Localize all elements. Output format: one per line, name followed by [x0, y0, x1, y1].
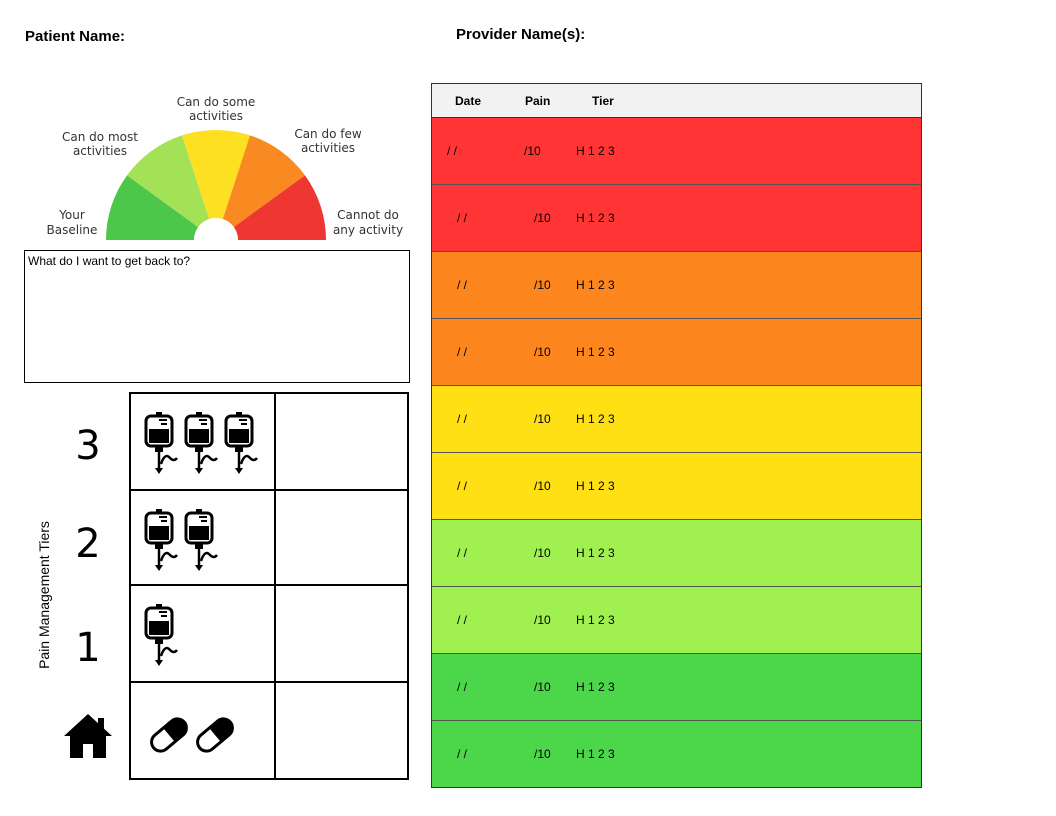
- tier-1-icon-cell: [129, 584, 276, 683]
- home-tier-entry-cell[interactable]: [274, 681, 409, 780]
- home-tier-icon-cell: [129, 681, 276, 780]
- gauge-label-few-1: Can do few: [294, 127, 362, 141]
- row-tier[interactable]: H 1 2 3: [576, 613, 615, 627]
- table-row[interactable]: / / /10 H 1 2 3: [432, 386, 921, 453]
- row-tier[interactable]: H 1 2 3: [576, 144, 615, 158]
- table-row[interactable]: / / /10 H 1 2 3: [432, 118, 921, 185]
- table-row[interactable]: / / /10 H 1 2 3: [432, 654, 921, 721]
- goal-textbox[interactable]: What do I want to get back to?: [24, 250, 410, 383]
- iv-bag-icon: [146, 509, 177, 571]
- row-tier[interactable]: H 1 2 3: [576, 546, 615, 560]
- tier-2-number: 2: [75, 521, 101, 567]
- gauge-label-none-1: Cannot do: [337, 208, 399, 222]
- provider-name-label: Provider Name(s):: [456, 26, 586, 43]
- row-date[interactable]: / /: [457, 747, 468, 761]
- iv-bag-icon: [146, 412, 177, 474]
- iv-bag-icon: [146, 604, 177, 666]
- table-row[interactable]: / / /10 H 1 2 3: [432, 721, 921, 787]
- tier-2-iv-icons: [143, 509, 233, 575]
- gauge-label-none-2: any activity: [333, 223, 403, 237]
- tier-1-entry-cell[interactable]: [274, 584, 409, 683]
- gauge-center: [194, 218, 238, 248]
- tier-1-iv-icons: [143, 604, 193, 670]
- row-pain[interactable]: /10: [534, 747, 551, 761]
- activity-gauge: Your Baseline Can do most activities Can d…: [47, 95, 403, 248]
- gauge-label-few-2: activities: [301, 141, 355, 155]
- table-row[interactable]: / / /10 H 1 2 3: [432, 587, 921, 654]
- tier-3-number: 3: [75, 423, 101, 469]
- tier-3-entry-cell[interactable]: [274, 392, 409, 491]
- gauge-label-some-2: activities: [189, 109, 243, 123]
- row-tier[interactable]: H 1 2 3: [576, 747, 615, 761]
- table-row[interactable]: / / /10 H 1 2 3: [432, 252, 921, 319]
- tier-1-number: 1: [75, 625, 101, 671]
- row-pain[interactable]: /10: [534, 546, 551, 560]
- table-row[interactable]: / / /10 H 1 2 3: [432, 453, 921, 520]
- tier-2-icon-cell: [129, 489, 276, 586]
- table-row[interactable]: / / /10 H 1 2 3: [432, 185, 921, 252]
- goal-prompt: What do I want to get back to?: [28, 254, 191, 268]
- home-tier-pill-icons: [150, 717, 234, 753]
- gauge-label-most-2: activities: [73, 144, 127, 158]
- row-date[interactable]: / /: [457, 412, 468, 426]
- home-icon: [64, 714, 112, 758]
- table-row[interactable]: / / /10 H 1 2 3: [432, 520, 921, 587]
- row-pain[interactable]: /10: [534, 613, 551, 627]
- iv-bag-icon: [186, 509, 217, 571]
- tier-3-icon-cell: [129, 392, 276, 491]
- row-date[interactable]: / /: [457, 345, 468, 359]
- row-pain[interactable]: /10: [534, 278, 551, 292]
- row-tier[interactable]: H 1 2 3: [576, 211, 615, 225]
- row-tier[interactable]: H 1 2 3: [576, 412, 615, 426]
- header-date: Date: [455, 94, 482, 108]
- row-pain[interactable]: /10: [534, 345, 551, 359]
- row-date[interactable]: / /: [457, 278, 468, 292]
- row-date[interactable]: / /: [457, 211, 468, 225]
- gauge-segment-some: [182, 130, 250, 220]
- gauge-label-baseline-1: Your: [58, 208, 85, 222]
- tiers-axis-label: Pain Management Tiers: [36, 521, 52, 669]
- row-date[interactable]: / /: [457, 546, 468, 560]
- iv-bag-icon: [226, 412, 257, 474]
- pill-capsule-icon: [150, 717, 188, 753]
- header-pain: Pain: [525, 94, 551, 108]
- row-date[interactable]: / /: [447, 144, 458, 158]
- row-pain[interactable]: /10: [534, 680, 551, 694]
- row-pain[interactable]: /10: [534, 479, 551, 493]
- header-tier: Tier: [592, 94, 614, 108]
- row-tier[interactable]: H 1 2 3: [576, 345, 615, 359]
- row-date[interactable]: / /: [457, 680, 468, 694]
- tier-2-entry-cell[interactable]: [274, 489, 409, 586]
- gauge-label-baseline-2: Baseline: [47, 223, 98, 237]
- table-row[interactable]: / / /10 H 1 2 3: [432, 319, 921, 386]
- patient-name-label: Patient Name:: [25, 28, 126, 45]
- row-tier[interactable]: H 1 2 3: [576, 479, 615, 493]
- row-date[interactable]: / /: [457, 613, 468, 627]
- iv-bag-icon: [186, 412, 217, 474]
- row-tier[interactable]: H 1 2 3: [576, 278, 615, 292]
- tier-3-iv-icons: [143, 412, 273, 478]
- row-pain[interactable]: /10: [524, 144, 541, 158]
- gauge-segment-baseline: [106, 175, 199, 240]
- gauge-label-most-1: Can do most: [62, 130, 138, 144]
- row-tier[interactable]: H 1 2 3: [576, 680, 615, 694]
- row-date[interactable]: / /: [457, 479, 468, 493]
- pain-log-table: Date Pain Tier / / /10 H 1 2 3 / / /10 H 1 2 …: [431, 83, 922, 788]
- row-pain[interactable]: /10: [534, 211, 551, 225]
- gauge-label-some-1: Can do some: [177, 95, 256, 109]
- gauge-segment-none: [233, 175, 326, 240]
- gauge-segment-most: [127, 135, 210, 228]
- gauge-segment-few: [222, 135, 305, 228]
- table-header: Date Pain Tier: [432, 84, 921, 118]
- row-pain[interactable]: /10: [534, 412, 551, 426]
- pill-capsule-icon: [196, 717, 234, 753]
